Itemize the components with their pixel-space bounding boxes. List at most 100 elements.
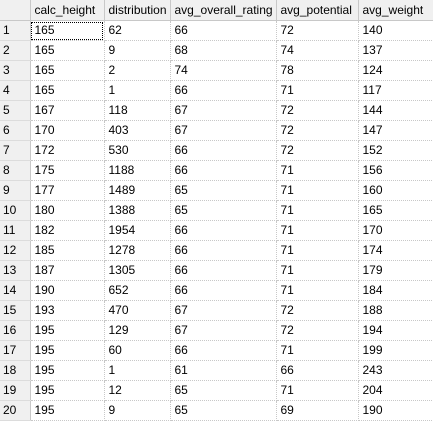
row-number[interactable]: 11 bbox=[0, 220, 31, 241]
avg-weight-cell[interactable]: 204 bbox=[358, 380, 433, 401]
table-row[interactable]: 5 167 118 67 72 144 bbox=[0, 100, 433, 121]
distribution-cell[interactable]: 9 bbox=[104, 400, 171, 421]
calc-height-cell[interactable]: 170 bbox=[30, 120, 105, 141]
avg-potential-cell[interactable]: 72 bbox=[276, 120, 359, 141]
distribution-cell[interactable]: 9 bbox=[104, 40, 171, 61]
avg-weight-cell[interactable]: 174 bbox=[358, 240, 433, 261]
row-number[interactable]: 4 bbox=[0, 80, 31, 101]
table-row[interactable]: 10 180 1388 65 71 165 bbox=[0, 200, 433, 221]
distribution-cell[interactable]: 118 bbox=[104, 100, 171, 121]
table-row[interactable]: 19 195 12 65 71 204 bbox=[0, 380, 433, 401]
calc-height-cell[interactable]: 175 bbox=[30, 160, 105, 181]
calc-height-cell[interactable]: 185 bbox=[30, 240, 105, 261]
avg-potential-cell[interactable]: 72 bbox=[276, 140, 359, 161]
distribution-cell[interactable]: 652 bbox=[104, 280, 171, 301]
row-number[interactable]: 1 bbox=[0, 20, 31, 41]
column-header-avg-potential[interactable]: avg_potential bbox=[276, 0, 359, 21]
avg-weight-cell[interactable]: 144 bbox=[358, 100, 433, 121]
avg-weight-cell[interactable]: 194 bbox=[358, 320, 433, 341]
distribution-cell[interactable]: 1 bbox=[104, 360, 171, 381]
calc-height-cell[interactable]: 165 bbox=[30, 80, 105, 101]
avg-overall-rating-cell[interactable]: 67 bbox=[170, 120, 277, 141]
avg-overall-rating-cell[interactable]: 66 bbox=[170, 20, 277, 41]
row-number[interactable]: 10 bbox=[0, 200, 31, 221]
corner-header[interactable] bbox=[0, 0, 31, 21]
avg-weight-cell[interactable]: 152 bbox=[358, 140, 433, 161]
calc-height-cell[interactable]: 195 bbox=[30, 380, 105, 401]
row-number[interactable]: 7 bbox=[0, 140, 31, 161]
distribution-cell[interactable]: 1305 bbox=[104, 260, 171, 281]
table-row[interactable]: 2 165 9 68 74 137 bbox=[0, 40, 433, 61]
row-number[interactable]: 17 bbox=[0, 340, 31, 361]
distribution-cell[interactable]: 60 bbox=[104, 340, 171, 361]
avg-potential-cell[interactable]: 71 bbox=[276, 220, 359, 241]
avg-overall-rating-cell[interactable]: 66 bbox=[170, 160, 277, 181]
avg-potential-cell[interactable]: 69 bbox=[276, 400, 359, 421]
row-number[interactable]: 13 bbox=[0, 260, 31, 281]
column-header-avg-weight[interactable]: avg_weight bbox=[358, 0, 433, 21]
avg-overall-rating-cell[interactable]: 66 bbox=[170, 140, 277, 161]
distribution-cell[interactable]: 129 bbox=[104, 320, 171, 341]
avg-potential-cell[interactable]: 71 bbox=[276, 340, 359, 361]
table-row[interactable]: 4 165 1 66 71 117 bbox=[0, 80, 433, 101]
calc-height-cell[interactable]: 165 bbox=[30, 40, 105, 61]
avg-overall-rating-cell[interactable]: 67 bbox=[170, 320, 277, 341]
avg-weight-cell[interactable]: 160 bbox=[358, 180, 433, 201]
calc-height-cell[interactable]: 195 bbox=[30, 400, 105, 421]
avg-overall-rating-cell[interactable]: 66 bbox=[170, 260, 277, 281]
avg-weight-cell[interactable]: 117 bbox=[358, 80, 433, 101]
table-row[interactable]: 1 165 62 66 72 140 bbox=[0, 20, 433, 41]
avg-potential-cell[interactable]: 71 bbox=[276, 200, 359, 221]
avg-overall-rating-cell[interactable]: 65 bbox=[170, 180, 277, 201]
distribution-cell[interactable]: 1188 bbox=[104, 160, 171, 181]
avg-potential-cell[interactable]: 72 bbox=[276, 300, 359, 321]
calc-height-cell[interactable]: 195 bbox=[30, 340, 105, 361]
table-row[interactable]: 7 172 530 66 72 152 bbox=[0, 140, 433, 161]
distribution-cell[interactable]: 1954 bbox=[104, 220, 171, 241]
avg-overall-rating-cell[interactable]: 74 bbox=[170, 60, 277, 81]
calc-height-cell[interactable]: 172 bbox=[30, 140, 105, 161]
row-number[interactable]: 12 bbox=[0, 240, 31, 261]
avg-overall-rating-cell[interactable]: 66 bbox=[170, 240, 277, 261]
avg-weight-cell[interactable]: 184 bbox=[358, 280, 433, 301]
row-number[interactable]: 8 bbox=[0, 160, 31, 181]
calc-height-cell[interactable]: 193 bbox=[30, 300, 105, 321]
table-row[interactable]: 15 193 470 67 72 188 bbox=[0, 300, 433, 321]
row-number[interactable]: 5 bbox=[0, 100, 31, 121]
avg-overall-rating-cell[interactable]: 66 bbox=[170, 80, 277, 101]
avg-potential-cell[interactable]: 71 bbox=[276, 260, 359, 281]
avg-weight-cell[interactable]: 188 bbox=[358, 300, 433, 321]
column-header-avg-overall-rating[interactable]: avg_overall_rating bbox=[170, 0, 277, 21]
table-row[interactable]: 9 177 1489 65 71 160 bbox=[0, 180, 433, 201]
table-row[interactable]: 17 195 60 66 71 199 bbox=[0, 340, 433, 361]
avg-overall-rating-cell[interactable]: 65 bbox=[170, 380, 277, 401]
table-row[interactable]: 12 185 1278 66 71 174 bbox=[0, 240, 433, 261]
row-number[interactable]: 18 bbox=[0, 360, 31, 381]
avg-potential-cell[interactable]: 71 bbox=[276, 160, 359, 181]
calc-height-cell[interactable]: 177 bbox=[30, 180, 105, 201]
avg-overall-rating-cell[interactable]: 65 bbox=[170, 200, 277, 221]
distribution-cell[interactable]: 1 bbox=[104, 80, 171, 101]
distribution-cell[interactable]: 2 bbox=[104, 60, 171, 81]
avg-overall-rating-cell[interactable]: 66 bbox=[170, 340, 277, 361]
row-number[interactable]: 20 bbox=[0, 400, 31, 421]
avg-potential-cell[interactable]: 66 bbox=[276, 360, 359, 381]
distribution-cell[interactable]: 1388 bbox=[104, 200, 171, 221]
row-number[interactable]: 15 bbox=[0, 300, 31, 321]
distribution-cell[interactable]: 12 bbox=[104, 380, 171, 401]
avg-potential-cell[interactable]: 71 bbox=[276, 380, 359, 401]
calc-height-cell[interactable]: 190 bbox=[30, 280, 105, 301]
calc-height-cell[interactable]: 167 bbox=[30, 100, 105, 121]
avg-weight-cell[interactable]: 147 bbox=[358, 120, 433, 141]
avg-overall-rating-cell[interactable]: 66 bbox=[170, 280, 277, 301]
avg-weight-cell[interactable]: 156 bbox=[358, 160, 433, 181]
avg-weight-cell[interactable]: 199 bbox=[358, 340, 433, 361]
calc-height-cell[interactable]: 187 bbox=[30, 260, 105, 281]
distribution-cell[interactable]: 403 bbox=[104, 120, 171, 141]
avg-weight-cell[interactable]: 179 bbox=[358, 260, 433, 281]
table-row[interactable]: 8 175 1188 66 71 156 bbox=[0, 160, 433, 181]
table-row[interactable]: 14 190 652 66 71 184 bbox=[0, 280, 433, 301]
row-number[interactable]: 6 bbox=[0, 120, 31, 141]
table-row[interactable]: 13 187 1305 66 71 179 bbox=[0, 260, 433, 281]
calc-height-cell[interactable]: 165 bbox=[30, 20, 105, 41]
